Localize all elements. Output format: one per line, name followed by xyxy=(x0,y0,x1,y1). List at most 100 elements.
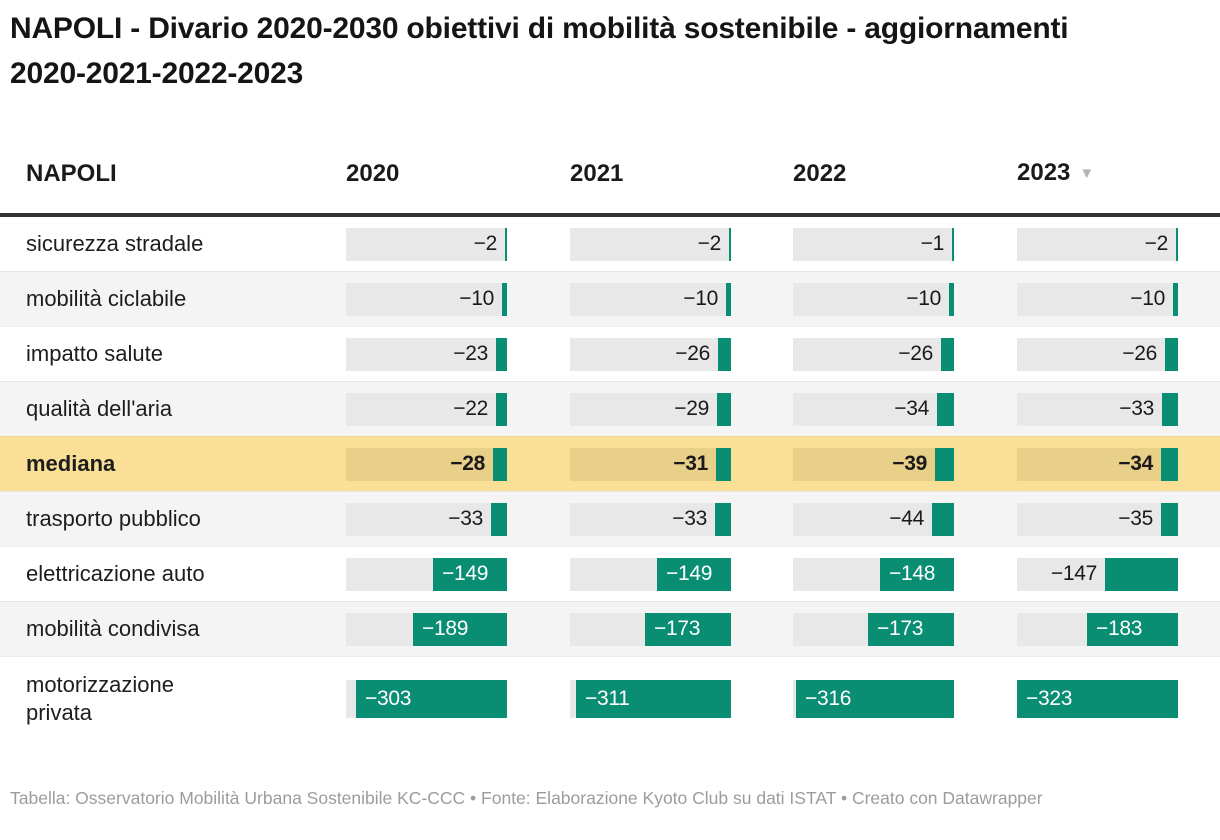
cell-bar-track: −2 xyxy=(346,227,507,261)
value-cell: −34 xyxy=(1017,447,1220,481)
value-cell: −29 xyxy=(570,392,793,426)
cell-value: −316 xyxy=(805,687,852,710)
value-bar: −183 xyxy=(1087,612,1178,646)
value-cell: −34 xyxy=(793,392,1017,426)
row-label: trasporto pubblico xyxy=(26,506,201,531)
value-cell: −23 xyxy=(346,337,570,371)
cell-value: −323 xyxy=(1026,687,1073,710)
value-bar: −189 xyxy=(413,612,507,646)
cell-bar-track: −173 xyxy=(570,612,731,646)
col-header-2021[interactable]: 2021 xyxy=(570,159,793,189)
cell-value: −22 xyxy=(453,397,488,420)
cell-value: −33 xyxy=(672,507,707,530)
cell-bar-track: −34 xyxy=(1017,447,1178,481)
cell-bar-remainder: −10 xyxy=(570,283,726,316)
cell-bar-track: −189 xyxy=(346,612,507,646)
cell-bar-remainder: −44 xyxy=(793,503,932,536)
cell-bar-remainder: −1 xyxy=(793,228,952,261)
cell-bar-remainder xyxy=(793,558,880,591)
value-cell: −10 xyxy=(793,282,1017,316)
cell-bar-remainder xyxy=(570,613,645,646)
value-cell: −26 xyxy=(1017,337,1220,371)
row-label: motorizzazione privata xyxy=(26,672,174,725)
cell-bar-track: −323 xyxy=(1017,680,1178,718)
cell-value: −147 xyxy=(1050,562,1097,585)
col-header-2020[interactable]: 2020 xyxy=(346,159,570,189)
value-bar: −323 xyxy=(1017,680,1178,718)
cell-bar-remainder: −26 xyxy=(1017,338,1165,371)
cell-bar-remainder: −26 xyxy=(793,338,941,371)
cell-bar-track: −33 xyxy=(346,502,507,536)
table-header-row: NAPOLI 2020 2021 2022 2023 ▼ xyxy=(0,158,1220,189)
cell-bar-remainder: −35 xyxy=(1017,503,1161,536)
value-cell: −316 xyxy=(793,680,1017,718)
cell-bar-track: −35 xyxy=(1017,502,1178,536)
table-row: elettricazione auto −149 −149 −148 −147 xyxy=(0,546,1220,601)
value-bar: −303 xyxy=(356,680,507,718)
value-bar xyxy=(935,447,954,481)
value-cell: −39 xyxy=(793,447,1017,481)
cell-value: −34 xyxy=(894,397,929,420)
value-cell: −10 xyxy=(346,282,570,316)
value-bar: −149 xyxy=(433,557,507,591)
value-cell: −2 xyxy=(346,227,570,261)
value-bar xyxy=(952,227,954,261)
cell-bar-track: −147 xyxy=(1017,557,1178,591)
cell-bar-track: −173 xyxy=(793,612,954,646)
table-row: mobilità condivisa −189 −173 −173 −183 xyxy=(0,601,1220,656)
value-cell: −10 xyxy=(1017,282,1220,316)
value-bar: −173 xyxy=(868,612,954,646)
cell-bar-remainder xyxy=(346,558,433,591)
cell-bar-remainder: −31 xyxy=(570,448,716,481)
cell-bar-remainder: −23 xyxy=(346,338,496,371)
cell-value: −189 xyxy=(422,617,469,640)
cell-bar-remainder: −33 xyxy=(346,503,491,536)
value-cell: −33 xyxy=(346,502,570,536)
value-bar xyxy=(496,392,507,426)
cell-bar-track: −26 xyxy=(570,337,731,371)
col-header-2023[interactable]: 2023 ▼ xyxy=(1017,158,1220,189)
cell-value: −173 xyxy=(654,617,701,640)
cell-bar-track: −34 xyxy=(793,392,954,426)
cell-value: −26 xyxy=(675,342,710,365)
cell-bar-track: −2 xyxy=(1017,227,1178,261)
cell-value: −34 xyxy=(1118,452,1153,475)
value-bar: −148 xyxy=(880,557,954,591)
col-header-2022[interactable]: 2022 xyxy=(793,159,1017,189)
cell-value: −23 xyxy=(453,342,488,365)
cell-value: −33 xyxy=(448,507,483,530)
cell-bar-track: −149 xyxy=(346,557,507,591)
table-row: trasporto pubblico −33 −33 −44 −35 xyxy=(0,491,1220,546)
value-cell: −183 xyxy=(1017,612,1220,646)
cell-bar-track: −39 xyxy=(793,447,954,481)
value-bar xyxy=(716,447,731,481)
value-bar xyxy=(1165,337,1178,371)
cell-value: −149 xyxy=(442,562,489,585)
cell-bar-remainder xyxy=(793,613,868,646)
value-cell: −149 xyxy=(346,557,570,591)
cell-value: −10 xyxy=(1130,287,1165,310)
table-row: qualità dell'aria −22 −29 −34 −33 xyxy=(0,381,1220,436)
cell-value: −33 xyxy=(1119,397,1154,420)
value-cell: −26 xyxy=(793,337,1017,371)
cell-bar-remainder: −2 xyxy=(1017,228,1176,261)
cell-value: −26 xyxy=(898,342,933,365)
cell-bar-track: −29 xyxy=(570,392,731,426)
cell-bar-remainder: −26 xyxy=(570,338,718,371)
cell-bar-track: −26 xyxy=(793,337,954,371)
col-header-napoli[interactable]: NAPOLI xyxy=(26,160,117,187)
cell-value: −2 xyxy=(1144,232,1169,255)
table-row: sicurezza stradale −2 −2 −1 −2 xyxy=(0,217,1220,271)
cell-value: −26 xyxy=(1122,342,1157,365)
table-row: mobilità ciclabile −10 −10 −10 −10 xyxy=(0,271,1220,326)
cell-bar-track: −22 xyxy=(346,392,507,426)
col-header-label: 2021 xyxy=(570,160,624,187)
value-bar xyxy=(941,337,954,371)
value-bar: −149 xyxy=(657,557,731,591)
table-row: motorizzazione privata −303 −311 −316 −323 xyxy=(0,656,1220,741)
table-body: sicurezza stradale −2 −2 −1 −2 mobilità cicla… xyxy=(0,217,1220,741)
row-label: mediana xyxy=(26,451,116,476)
sort-desc-icon: ▼ xyxy=(1079,165,1095,182)
cell-bar-track: −33 xyxy=(570,502,731,536)
cell-value: −29 xyxy=(674,397,709,420)
